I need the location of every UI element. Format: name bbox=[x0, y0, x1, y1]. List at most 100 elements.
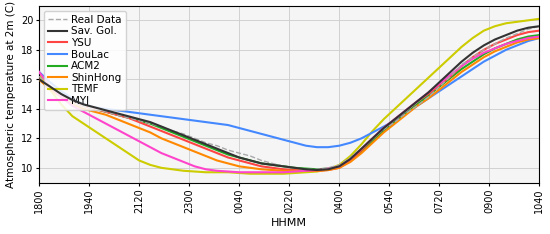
MYJ bbox=[191, 165, 198, 168]
BouLac bbox=[102, 107, 109, 110]
ShinHong bbox=[414, 104, 420, 107]
ACM2 bbox=[180, 135, 187, 138]
TEMF bbox=[125, 152, 131, 154]
TEMF bbox=[147, 164, 153, 166]
Real Data bbox=[169, 130, 176, 132]
MYJ bbox=[302, 169, 309, 172]
MYJ bbox=[458, 65, 465, 67]
ShinHong bbox=[102, 113, 109, 116]
Real Data bbox=[91, 107, 98, 110]
YSU bbox=[280, 168, 287, 171]
BouLac bbox=[492, 54, 498, 57]
ShinHong bbox=[169, 141, 176, 144]
BouLac bbox=[425, 97, 432, 100]
BouLac bbox=[447, 82, 454, 85]
ShinHong bbox=[447, 79, 454, 82]
Sav. Gol. bbox=[392, 118, 398, 121]
Real Data bbox=[191, 137, 198, 140]
BouLac bbox=[503, 48, 509, 51]
Real Data bbox=[102, 110, 109, 113]
MYJ bbox=[202, 168, 209, 171]
Sav. Gol. bbox=[102, 109, 109, 112]
TEMF bbox=[425, 77, 432, 79]
TEMF bbox=[114, 144, 120, 147]
Real Data bbox=[236, 152, 243, 154]
Real Data bbox=[258, 159, 265, 162]
ACM2 bbox=[403, 112, 409, 115]
YSU bbox=[492, 43, 498, 45]
ACM2 bbox=[225, 153, 232, 156]
MYJ bbox=[503, 43, 509, 45]
BouLac bbox=[325, 146, 332, 149]
MYJ bbox=[347, 157, 354, 160]
ShinHong bbox=[336, 166, 343, 169]
ShinHong bbox=[492, 50, 498, 53]
BouLac bbox=[225, 124, 232, 126]
ACM2 bbox=[481, 53, 487, 56]
ACM2 bbox=[492, 47, 498, 50]
BouLac bbox=[436, 90, 443, 92]
ACM2 bbox=[469, 60, 476, 63]
BouLac bbox=[458, 75, 465, 78]
ShinHong bbox=[80, 107, 87, 110]
ShinHong bbox=[503, 45, 509, 48]
YSU bbox=[436, 84, 443, 87]
ACM2 bbox=[280, 165, 287, 168]
ShinHong bbox=[381, 131, 387, 134]
ShinHong bbox=[258, 168, 265, 171]
TEMF bbox=[403, 97, 409, 100]
TEMF bbox=[191, 170, 198, 173]
ShinHong bbox=[514, 41, 520, 44]
Sav. Gol. bbox=[525, 26, 532, 29]
ACM2 bbox=[158, 127, 164, 129]
ShinHong bbox=[280, 169, 287, 172]
YSU bbox=[425, 93, 432, 95]
YSU bbox=[147, 125, 153, 128]
YSU bbox=[336, 166, 343, 169]
Real Data bbox=[280, 165, 287, 168]
TEMF bbox=[314, 170, 320, 173]
ShinHong bbox=[270, 169, 276, 172]
Sav. Gol. bbox=[191, 138, 198, 141]
Real Data bbox=[425, 96, 432, 99]
ShinHong bbox=[392, 122, 398, 125]
ACM2 bbox=[414, 103, 420, 106]
ShinHong bbox=[69, 103, 76, 106]
MYJ bbox=[102, 122, 109, 125]
ACM2 bbox=[247, 159, 254, 162]
X-axis label: HHMM: HHMM bbox=[271, 219, 307, 228]
TEMF bbox=[202, 171, 209, 174]
TEMF bbox=[492, 25, 498, 28]
BouLac bbox=[36, 70, 42, 73]
TEMF bbox=[47, 88, 53, 91]
ShinHong bbox=[91, 110, 98, 113]
Sav. Gol. bbox=[280, 165, 287, 168]
Real Data bbox=[47, 85, 53, 88]
YSU bbox=[325, 169, 332, 172]
Real Data bbox=[302, 168, 309, 171]
Sav. Gol. bbox=[503, 34, 509, 37]
Sav. Gol. bbox=[91, 106, 98, 109]
ShinHong bbox=[536, 37, 543, 39]
ShinHong bbox=[36, 78, 42, 81]
TEMF bbox=[370, 130, 376, 132]
TEMF bbox=[102, 137, 109, 140]
MYJ bbox=[292, 170, 298, 173]
ShinHong bbox=[202, 155, 209, 157]
Real Data bbox=[80, 104, 87, 107]
YSU bbox=[536, 29, 543, 32]
Sav. Gol. bbox=[370, 137, 376, 140]
Sav. Gol. bbox=[425, 91, 432, 94]
TEMF bbox=[503, 22, 509, 25]
TEMF bbox=[469, 37, 476, 39]
TEMF bbox=[381, 118, 387, 121]
TEMF bbox=[58, 103, 64, 106]
Sav. Gol. bbox=[202, 143, 209, 146]
YSU bbox=[514, 34, 520, 37]
ACM2 bbox=[292, 166, 298, 169]
TEMF bbox=[69, 115, 76, 118]
MYJ bbox=[314, 169, 320, 172]
ACM2 bbox=[458, 68, 465, 70]
Real Data bbox=[136, 119, 142, 122]
Sav. Gol. bbox=[447, 70, 454, 73]
